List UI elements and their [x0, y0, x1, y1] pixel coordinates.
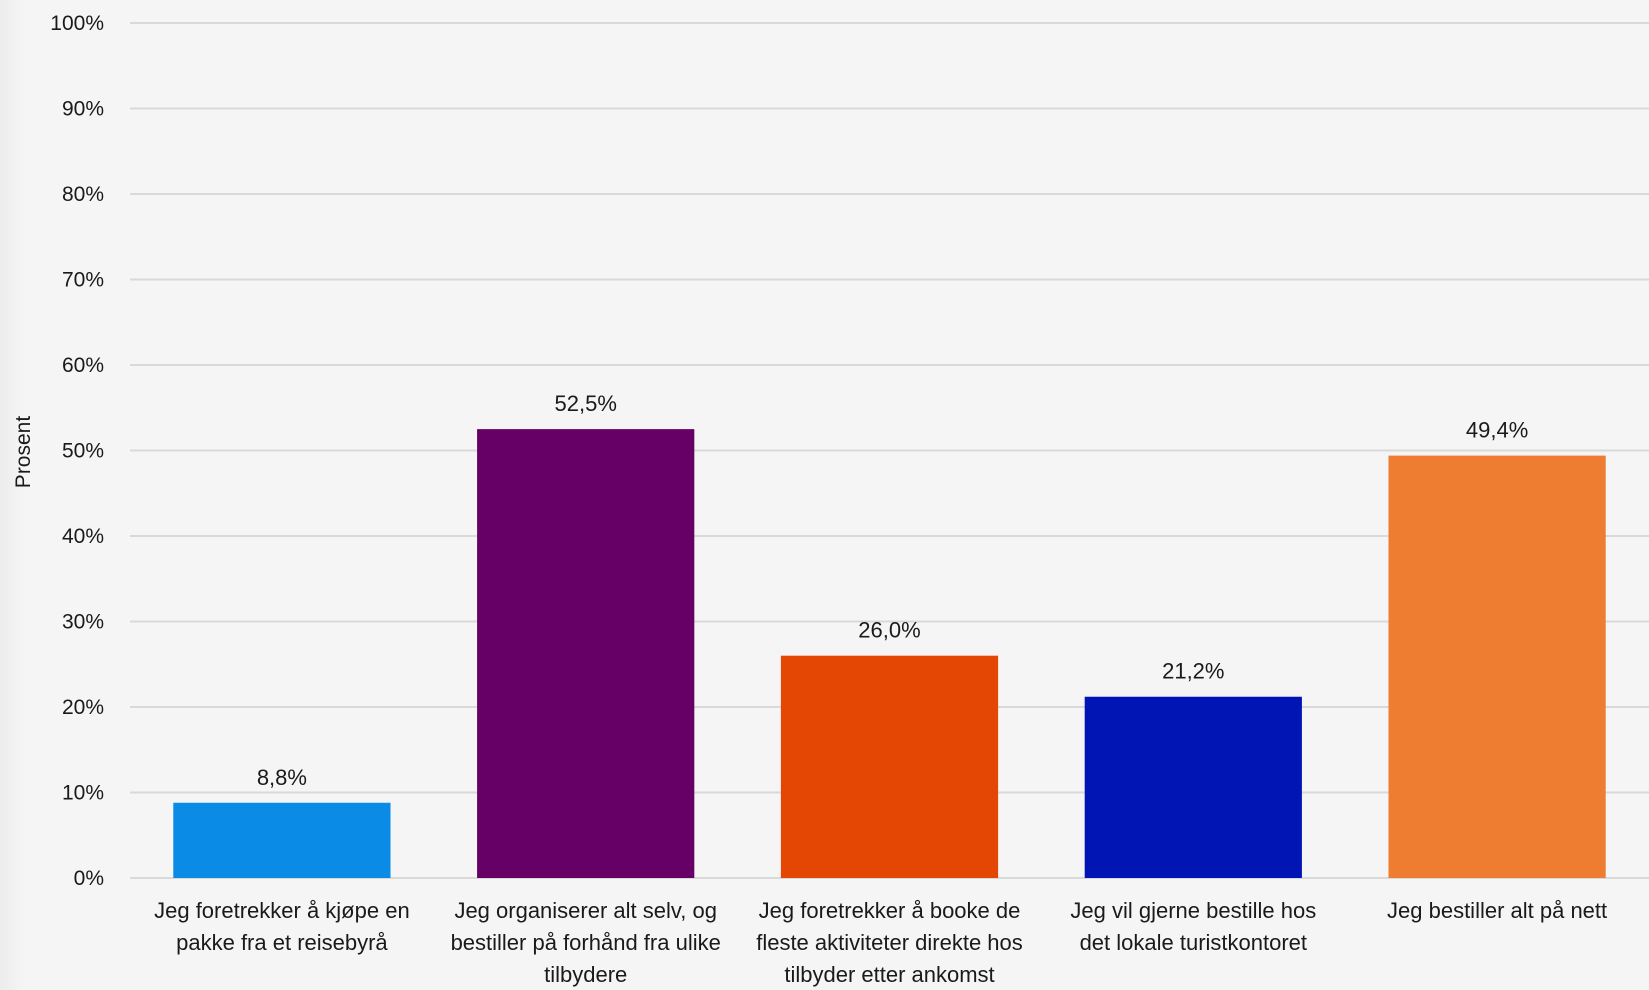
category-label: fleste aktiviteter direkte hos	[756, 930, 1023, 955]
data-label: 49,4%	[1466, 418, 1528, 443]
category-label: tilbydere	[544, 962, 627, 987]
data-label: 21,2%	[1162, 659, 1224, 684]
category-label: Jeg vil gjerne bestille hos	[1070, 898, 1316, 923]
category-label: Jeg foretrekker å kjøpe en	[154, 898, 410, 923]
bar	[1084, 696, 1302, 878]
y-tick-label: 60%	[62, 354, 104, 377]
bars	[173, 429, 1606, 878]
bar	[477, 429, 695, 878]
category-labels: Jeg foretrekker å kjøpe en pakke fra et r…	[154, 898, 1607, 987]
y-tick-label: 40%	[62, 525, 104, 548]
category-label: Jeg organiserer alt selv, og	[454, 898, 717, 923]
y-tick-label: 0%	[74, 867, 104, 890]
y-tick-label: 80%	[62, 183, 104, 206]
category-label: det lokale turistkontoret	[1080, 930, 1307, 955]
y-tick-label: 50%	[62, 440, 104, 463]
bar	[173, 802, 391, 878]
data-labels: 8,8% 52,5% 26,0% 21,2% 49,4%	[257, 391, 1528, 790]
data-label: 52,5%	[555, 391, 617, 416]
category-label: pakke fra et reisebyrå	[176, 930, 388, 955]
y-tick-label: 70%	[62, 269, 104, 292]
bar	[1388, 455, 1606, 878]
left-edge-shadow	[0, 0, 24, 990]
category-label: Jeg foretrekker å booke de	[759, 898, 1021, 923]
bar	[780, 655, 999, 878]
category-label: Jeg bestiller alt på nett	[1387, 898, 1607, 923]
y-tick-label: 90%	[62, 98, 104, 121]
category-label: tilbyder etter ankomst	[784, 962, 994, 987]
data-label: 26,0%	[858, 618, 920, 643]
data-label: 8,8%	[257, 765, 307, 790]
y-tick-label: 20%	[62, 696, 104, 719]
category-label: bestiller på forhånd fra ulike	[451, 930, 721, 955]
y-tick-label: 30%	[62, 611, 104, 634]
y-axis-title: Prosent	[12, 416, 35, 489]
y-tick-label: 100%	[50, 12, 104, 35]
y-axis-ticks: 0% 10% 20% 30% 40% 50% 60% 70% 80% 90% 100%	[50, 12, 104, 890]
y-tick-label: 10%	[62, 782, 104, 805]
